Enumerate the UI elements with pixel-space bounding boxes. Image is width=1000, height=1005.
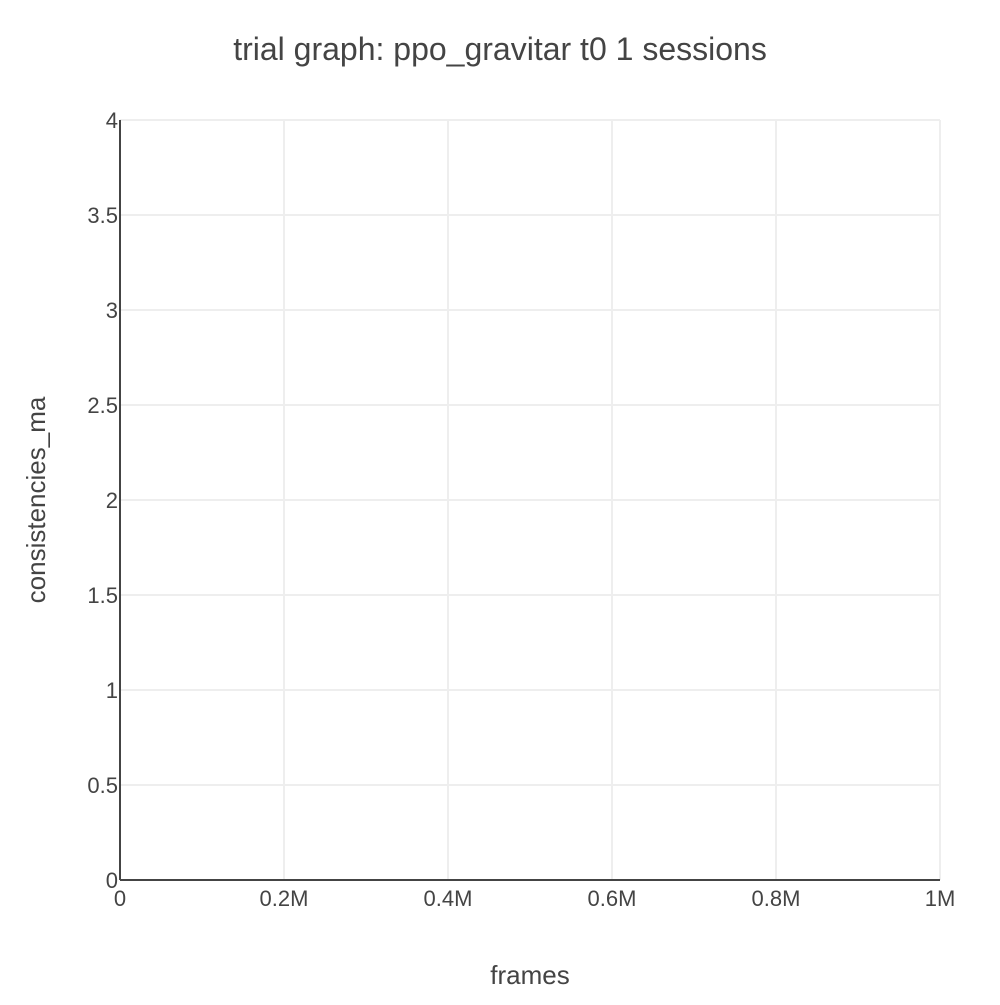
y-tick-label: 1.5 xyxy=(87,583,118,608)
y-tick-label: 0 xyxy=(106,868,118,893)
y-tick-label: 2 xyxy=(106,488,118,513)
y-axis-title: consistencies_ma xyxy=(21,396,51,603)
grid xyxy=(120,119,941,880)
x-tick-label: 0.4M xyxy=(424,886,473,911)
y-tick-label: 4 xyxy=(106,108,118,133)
x-axis-ticks: 0 0.2M 0.4M 0.6M 0.8M 1M xyxy=(114,886,955,911)
y-tick-label: 3.5 xyxy=(87,203,118,228)
y-tick-label: 1 xyxy=(106,678,118,703)
axes xyxy=(119,120,940,881)
x-axis-title: frames xyxy=(490,960,569,990)
x-tick-label: 0 xyxy=(114,886,126,911)
x-tick-label: 0.8M xyxy=(752,886,801,911)
y-tick-label: 3 xyxy=(106,298,118,323)
y-tick-label: 0.5 xyxy=(87,773,118,798)
chart-title: trial graph: ppo_gravitar t0 1 sessions xyxy=(233,31,767,67)
x-tick-label: 0.2M xyxy=(260,886,309,911)
x-tick-label: 0.6M xyxy=(588,886,637,911)
x-tick-label: 1M xyxy=(925,886,956,911)
y-tick-label: 2.5 xyxy=(87,393,118,418)
y-axis-ticks: 0 0.5 1 1.5 2 2.5 3 3.5 4 xyxy=(87,108,118,893)
